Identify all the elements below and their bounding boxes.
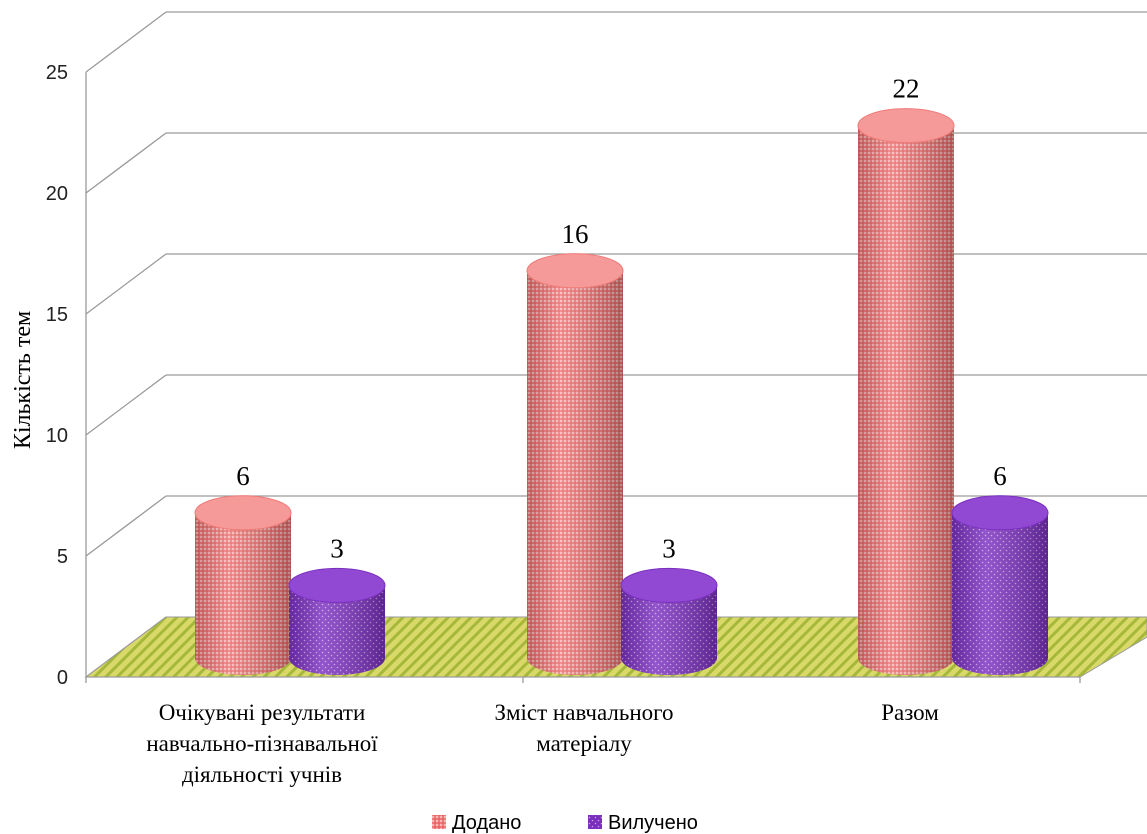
- y-tick-label: 10: [46, 425, 68, 447]
- y-axis-title: Кількість тем: [10, 311, 36, 449]
- bar-vylucheno-0: [288, 567, 386, 675]
- y-tick-label: 15: [46, 304, 68, 326]
- bar-shading: [952, 512, 1048, 675]
- bar-shading: [527, 270, 623, 675]
- bar-dodano-2: [857, 108, 955, 676]
- y-tick-label: 20: [46, 183, 68, 205]
- bar-vylucheno-2: [951, 495, 1049, 675]
- gridline-diagonal: [85, 253, 167, 315]
- data-label-vylucheno-0: 3: [330, 533, 344, 563]
- bar-shading: [858, 125, 954, 676]
- gridline-diagonal: [85, 11, 167, 73]
- bar-vylucheno-1: [620, 567, 718, 675]
- bar-top: [620, 567, 718, 603]
- bar-top: [951, 495, 1049, 531]
- legend-label: Додано: [452, 812, 521, 834]
- data-label-vylucheno-1: 3: [662, 533, 676, 563]
- legend: Додано Вилучено: [432, 812, 698, 834]
- category-label-0: Очікувані результати навчально-пізнавальн…: [146, 700, 378, 787]
- data-label-dodano-1: 16: [562, 219, 589, 249]
- y-tick-label: 5: [57, 546, 68, 568]
- bar-dodano-0: [194, 495, 292, 675]
- bar-shading: [621, 585, 717, 675]
- gridline-diagonal: [85, 495, 167, 557]
- legend-label: Вилучено: [608, 812, 698, 834]
- gridlines: [85, 11, 1147, 678]
- data-label-dodano-2: 22: [893, 74, 920, 104]
- bar-shading: [195, 512, 291, 675]
- bar-top: [288, 567, 386, 603]
- category-label-1: Зміст навчального матеріалу: [494, 700, 673, 756]
- y-tick-label: 25: [46, 62, 68, 84]
- data-label-dodano-0: 6: [236, 461, 250, 491]
- legend-item-vylucheno: Вилучено: [588, 812, 698, 834]
- y-axis: 0 5 10 15 20 25: [46, 62, 68, 689]
- data-labels: 6 16 22 3 3 6: [236, 74, 1007, 564]
- x-axis-labels: Очікувані результати навчально-пізнавальн…: [146, 700, 939, 787]
- legend-swatch: [432, 815, 446, 829]
- y-tick-label: 0: [57, 667, 68, 689]
- gridline-diagonal: [85, 132, 167, 194]
- bar-dodano-1: [526, 253, 624, 675]
- category-label-2: Разом: [881, 700, 939, 725]
- gridline-diagonal: [85, 374, 167, 436]
- bars: [194, 108, 1049, 676]
- bar-shading: [289, 585, 385, 675]
- legend-swatch: [588, 815, 602, 829]
- bar-top: [194, 495, 292, 531]
- legend-item-dodano: Додано: [432, 812, 521, 834]
- bar-top: [857, 108, 955, 144]
- data-label-vylucheno-2: 6: [993, 461, 1007, 491]
- bar-top: [526, 253, 624, 289]
